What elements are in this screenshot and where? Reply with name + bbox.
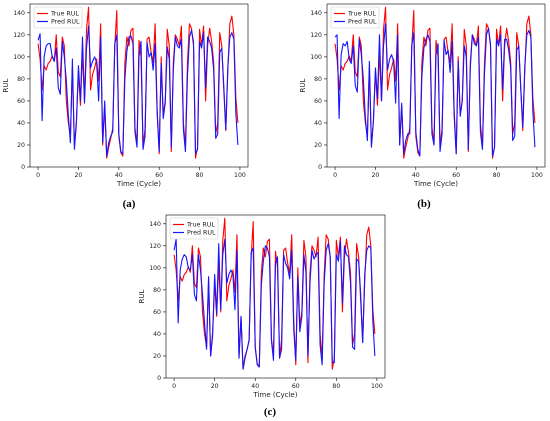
y-tick-label: 80 xyxy=(17,76,25,83)
panel-b: 0 20 40 60 80 100 0 20 40 60 80 100 120 140 Time (Cycl… xyxy=(299,3,546,210)
legend-label: Pred RUL xyxy=(348,19,377,26)
legend-label: True RUL xyxy=(186,222,215,229)
legend-label: Pred RUL xyxy=(51,19,80,26)
y-tick-label: 20 xyxy=(153,353,161,360)
x-tick-label: 40 xyxy=(412,172,420,179)
series-line-pred-rul xyxy=(37,25,239,157)
y-tick-label: 60 xyxy=(153,309,161,316)
y-tick-label: 0 xyxy=(157,375,161,382)
legend-label: True RUL xyxy=(50,11,79,18)
x-tick-label: 40 xyxy=(251,383,259,390)
y-tick-label: 100 xyxy=(149,265,161,272)
x-tick-label: 100 xyxy=(531,172,543,179)
y-tick-label: 80 xyxy=(314,76,322,83)
panel-label: (b) xyxy=(417,198,431,210)
x-tick-label: 40 xyxy=(115,172,123,179)
y-tick-label: 140 xyxy=(149,221,161,228)
x-tick-label: 60 xyxy=(452,172,460,179)
series-line-pred-rul xyxy=(334,23,536,157)
y-tick-label: 140 xyxy=(310,10,322,17)
x-tick-label: 80 xyxy=(332,383,340,390)
plot-frame xyxy=(29,3,249,168)
y-axis-label: RUL xyxy=(138,289,146,303)
x-axis-label: Time (Cycle) xyxy=(116,180,161,188)
legend-box xyxy=(330,6,380,29)
x-tick-label: 0 xyxy=(333,172,337,179)
legend-box xyxy=(33,6,83,29)
y-tick-label: 140 xyxy=(13,10,25,17)
x-tick-label: 100 xyxy=(234,172,246,179)
panel-label: (c) xyxy=(264,406,277,418)
y-tick-label: 100 xyxy=(310,54,322,61)
legend-box xyxy=(169,217,219,240)
y-tick-label: 100 xyxy=(13,54,25,61)
y-tick-label: 120 xyxy=(149,243,161,250)
x-tick-label: 80 xyxy=(493,172,501,179)
panel-a: 0 20 40 60 80 100 0 20 40 60 80 100 120 140 Time (Cycl… xyxy=(2,3,249,210)
y-tick-label: 120 xyxy=(13,32,25,39)
panel-label: (a) xyxy=(123,198,136,210)
x-tick-label: 20 xyxy=(372,172,380,179)
x-tick-label: 100 xyxy=(371,383,383,390)
series-line-pred-rul xyxy=(173,238,376,370)
x-tick-label: 80 xyxy=(196,172,204,179)
x-tick-label: 60 xyxy=(292,383,300,390)
legend-label: Pred RUL xyxy=(187,230,216,237)
y-tick-label: 60 xyxy=(17,98,25,105)
x-tick-label: 20 xyxy=(211,383,219,390)
x-tick-label: 60 xyxy=(155,172,163,179)
x-axis-label: Time (Cycle) xyxy=(253,391,298,399)
y-tick-label: 0 xyxy=(21,164,25,171)
y-tick-label: 80 xyxy=(153,287,161,294)
plot-frame xyxy=(326,3,546,168)
y-tick-label: 20 xyxy=(314,142,322,149)
x-tick-label: 0 xyxy=(36,172,40,179)
x-tick-label: 20 xyxy=(75,172,83,179)
x-tick-label: 0 xyxy=(172,383,176,390)
y-tick-label: 0 xyxy=(318,164,322,171)
y-axis-label: RUL xyxy=(2,78,10,92)
y-axis-label: RUL xyxy=(299,78,307,92)
y-tick-label: 60 xyxy=(314,98,322,105)
x-axis-label: Time (Cycle) xyxy=(413,180,458,188)
y-tick-label: 120 xyxy=(310,32,322,39)
legend-label: True RUL xyxy=(347,11,376,18)
y-tick-label: 40 xyxy=(153,331,161,338)
y-tick-label: 20 xyxy=(17,142,25,149)
y-tick-label: 40 xyxy=(314,120,322,127)
plot-frame xyxy=(165,214,386,379)
y-tick-label: 40 xyxy=(17,120,25,127)
panel-c: 0 20 40 60 80 100 0 20 40 60 80 100 120 140 Time (Cycl… xyxy=(138,214,386,418)
